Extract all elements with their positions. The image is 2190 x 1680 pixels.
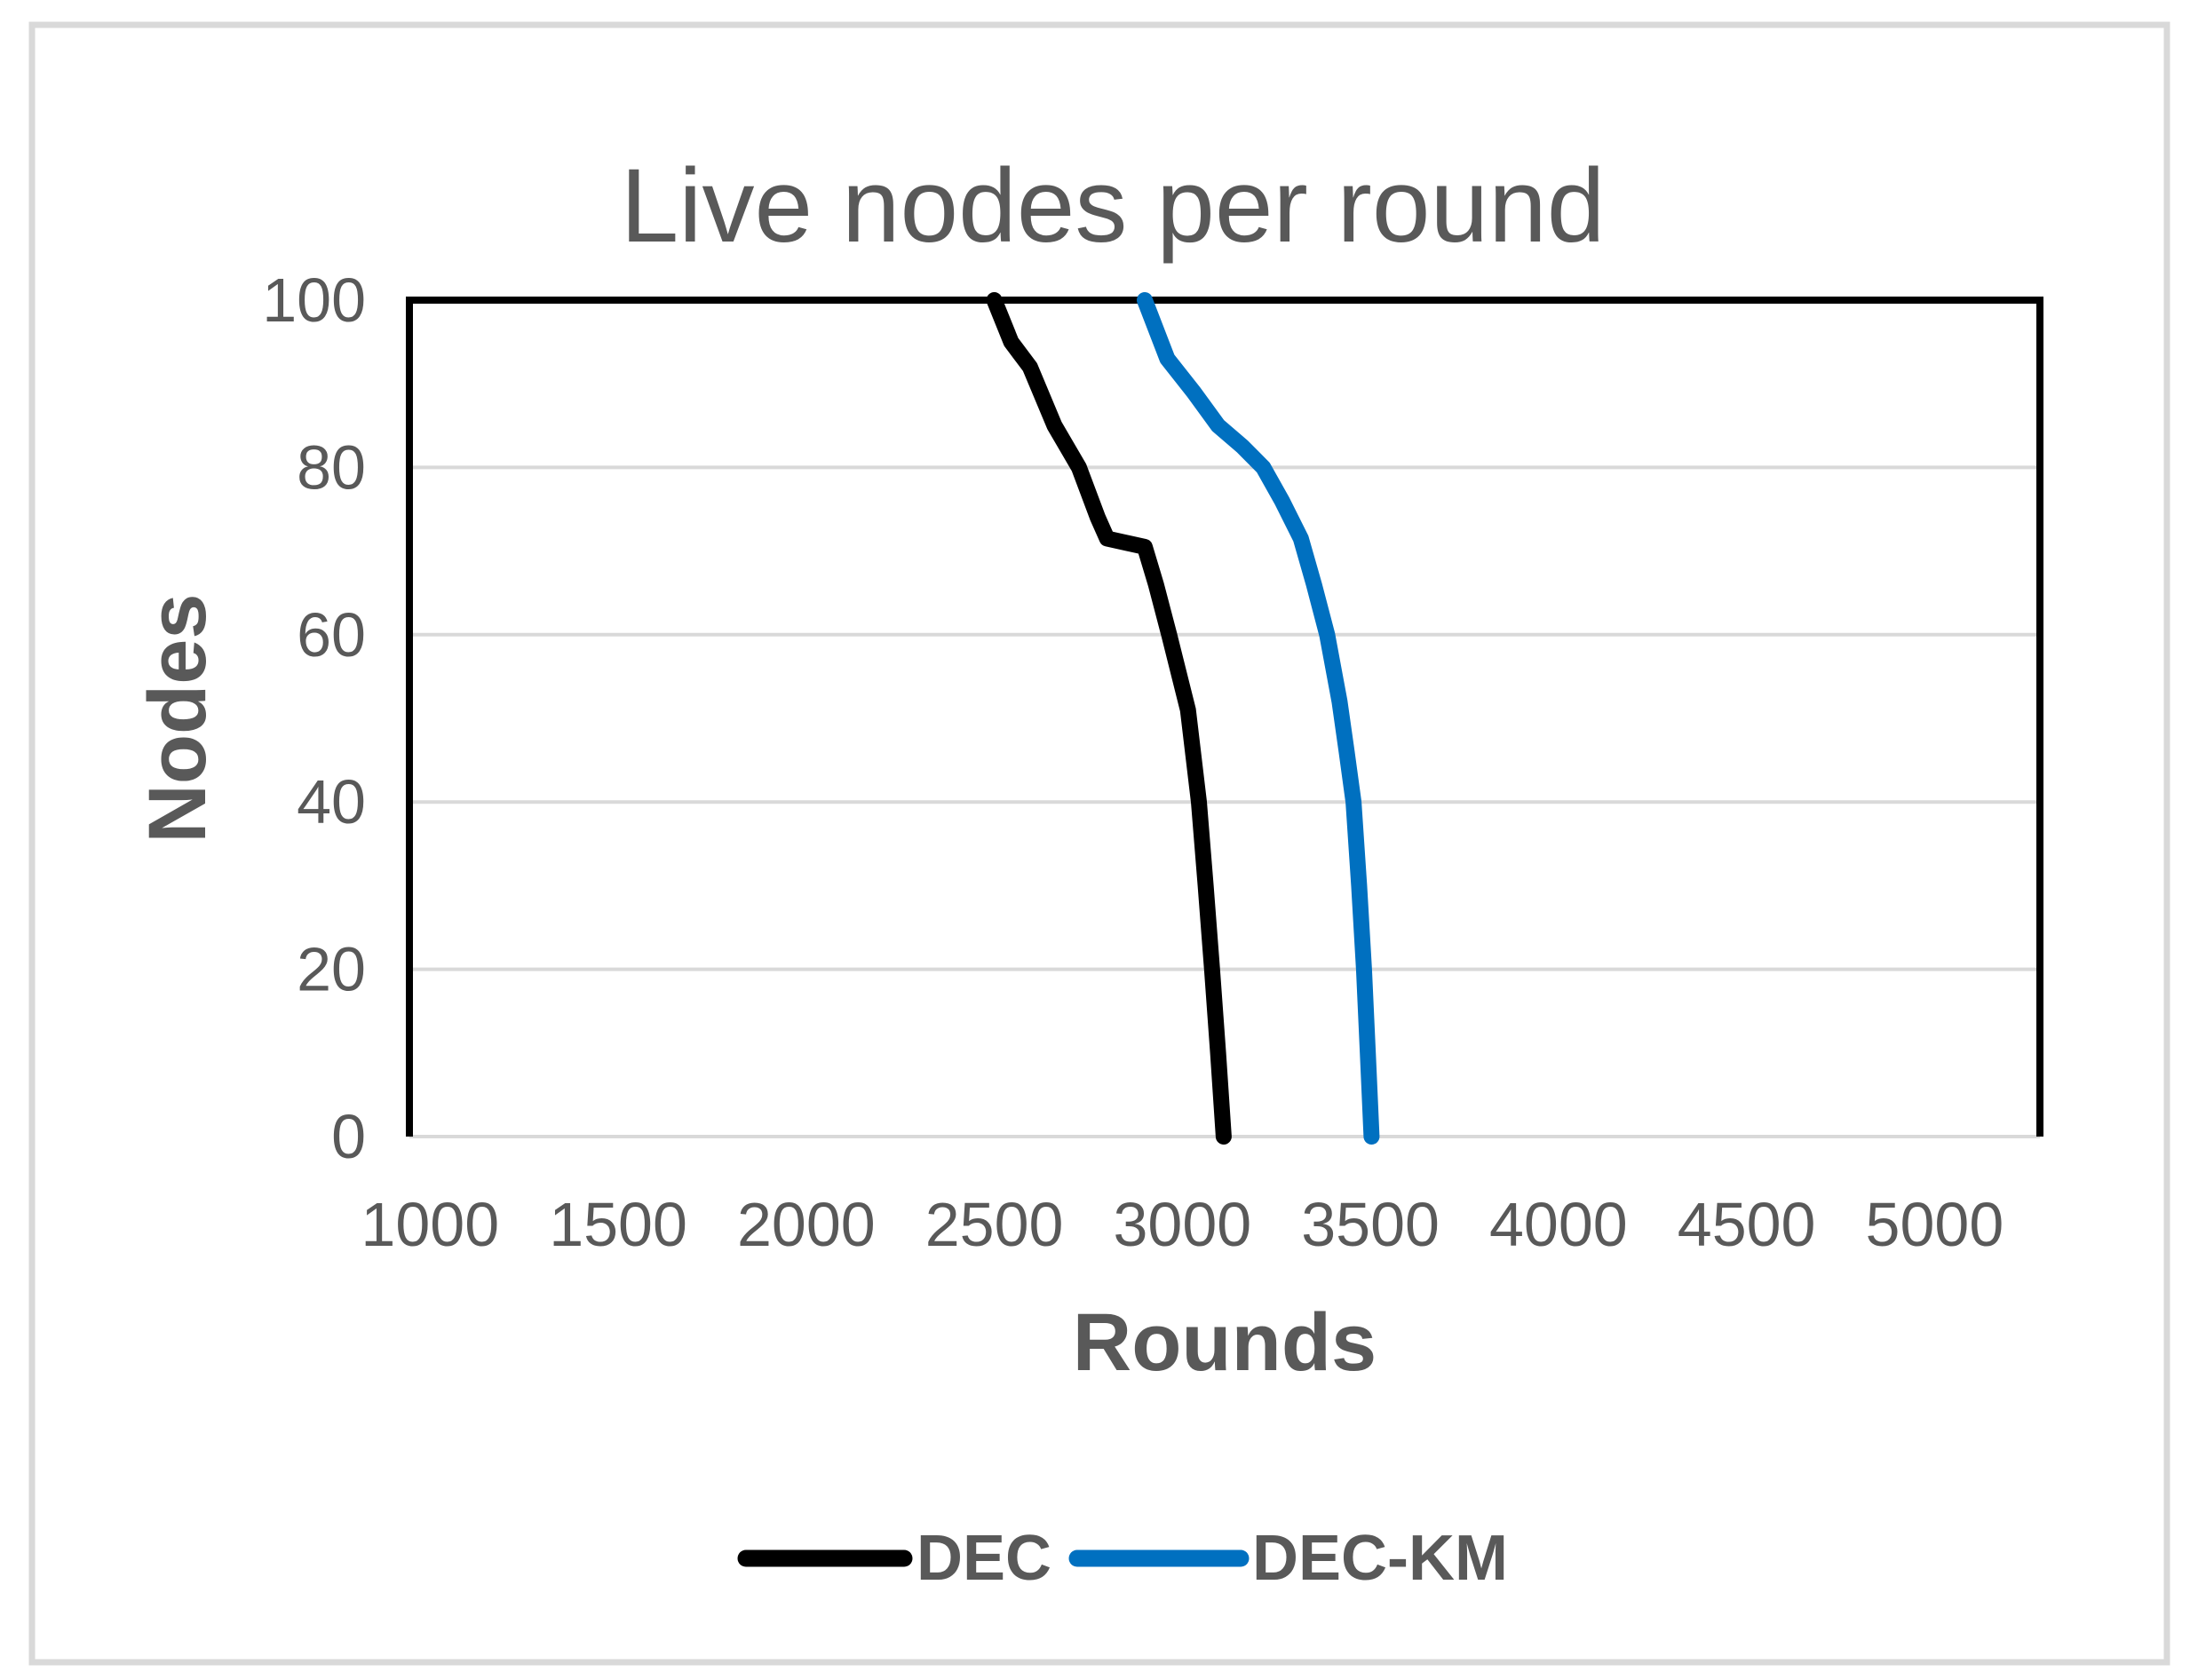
- x-tick-label-2500: 2500: [925, 1190, 1064, 1259]
- y-axis-title: Nodes: [132, 593, 223, 843]
- y-tick-label-0: 0: [331, 1102, 366, 1171]
- legend: DEC DEC-KM: [737, 1523, 1508, 1594]
- x-axis-tick-labels: 1000 1500 2000 2500 3000 3500 4000 4500 5000: [361, 1190, 2004, 1259]
- y-tick-label-80: 80: [297, 432, 366, 502]
- legend-label-dec-km: DEC-KM: [1252, 1523, 1508, 1594]
- figure-border: [28, 21, 2170, 1666]
- x-tick-label-1500: 1500: [549, 1190, 687, 1259]
- series-line-dec-km: [1137, 292, 1380, 1145]
- y-axis-tick-labels: 0 20 40 60 80 100: [262, 265, 366, 1171]
- x-tick-label-2000: 2000: [737, 1190, 876, 1259]
- y-tick-label-20: 20: [297, 935, 366, 1004]
- x-tick-label-4000: 4000: [1489, 1190, 1628, 1259]
- y-tick-label-40: 40: [297, 767, 366, 836]
- x-tick-label-3500: 3500: [1301, 1190, 1440, 1259]
- series-line-dec: [986, 292, 1232, 1145]
- x-axis-title: Rounds: [1073, 1297, 1377, 1388]
- x-tick-label-3000: 3000: [1113, 1190, 1251, 1259]
- legend-label-dec: DEC: [916, 1523, 1051, 1594]
- chart-title: Live nodes per round: [621, 147, 1606, 265]
- x-tick-label-1000: 1000: [361, 1190, 499, 1259]
- x-tick-label-5000: 5000: [1866, 1190, 2004, 1259]
- plot-area-border: [406, 297, 2043, 1137]
- x-tick-label-4500: 4500: [1678, 1190, 1816, 1259]
- y-tick-label-60: 60: [297, 600, 366, 670]
- series-lines: [986, 292, 1380, 1145]
- y-tick-label-100: 100: [262, 265, 366, 335]
